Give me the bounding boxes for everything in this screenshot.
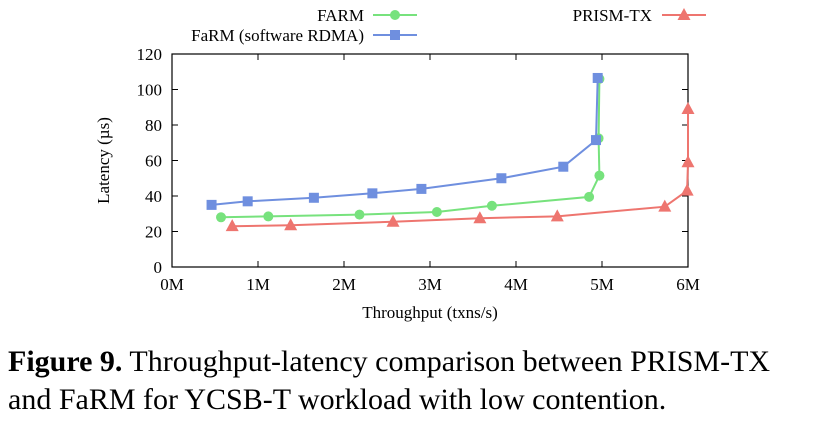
data-point <box>496 173 507 184</box>
x-tick-label: 6M <box>676 275 700 294</box>
data-point <box>680 183 694 196</box>
data-point <box>367 188 378 199</box>
x-tick-label: 5M <box>590 275 614 294</box>
figure-label: Figure 9. <box>8 345 123 378</box>
y-tick-label: 60 <box>145 152 162 171</box>
series-1 <box>206 72 603 210</box>
chart-axes: 0M 1M 2M 3M 4M 5M 6M 0 20 40 60 80 100 120 <box>137 45 700 294</box>
data-point <box>225 219 239 232</box>
data-point <box>431 206 442 217</box>
legend-marker <box>390 30 400 40</box>
data-point <box>473 211 487 224</box>
legend-entry: FaRM (software RDMA) <box>191 26 417 45</box>
data-point <box>216 212 227 223</box>
x-tick-label: 4M <box>504 275 528 294</box>
data-point <box>354 209 365 220</box>
legend-label: PRISM-TX <box>573 6 652 25</box>
y-tick-label: 100 <box>137 81 163 100</box>
y-tick-label: 120 <box>137 45 163 64</box>
y-axis-label: Latency (µs) <box>94 117 113 204</box>
data-point <box>308 192 319 203</box>
data-point <box>242 196 253 207</box>
data-point <box>658 199 672 212</box>
figure-caption: Figure 9. Throughput-latency comparison … <box>8 343 808 419</box>
data-point <box>590 135 601 146</box>
data-point <box>284 218 298 231</box>
y-tick-label: 0 <box>154 258 163 277</box>
x-tick-label: 2M <box>332 275 356 294</box>
legend-entry: PRISM-TX <box>573 6 706 25</box>
data-point <box>681 102 695 115</box>
x-tick-label: 3M <box>418 275 442 294</box>
data-point <box>416 183 427 194</box>
data-point <box>386 214 400 227</box>
chart-series <box>206 72 695 232</box>
y-tick-label: 40 <box>145 187 162 206</box>
x-tick-label: 1M <box>246 275 270 294</box>
caption-text: Throughput-latency comparison between PR… <box>8 345 771 416</box>
data-point <box>206 199 217 210</box>
data-point <box>592 72 603 83</box>
legend-marker <box>390 10 400 20</box>
data-point <box>681 155 695 168</box>
data-point <box>550 209 564 222</box>
x-tick-label: 0M <box>160 275 184 294</box>
legend-entry: FARM <box>317 6 417 25</box>
plot-frame <box>171 53 689 268</box>
series-line <box>220 78 601 219</box>
x-axis-label: Throughput (txns/s) <box>362 303 498 322</box>
data-point <box>594 170 605 181</box>
y-tick-label: 20 <box>145 223 162 242</box>
legend-marker <box>677 8 691 20</box>
legend-label: FaRM (software RDMA) <box>191 26 364 45</box>
series-2 <box>225 102 695 232</box>
data-point <box>558 161 569 172</box>
series-line <box>211 77 599 206</box>
data-point <box>584 191 595 202</box>
y-tick-label: 80 <box>145 116 162 135</box>
data-point <box>263 211 274 222</box>
data-point <box>486 200 497 211</box>
legend-label: FARM <box>317 6 364 25</box>
